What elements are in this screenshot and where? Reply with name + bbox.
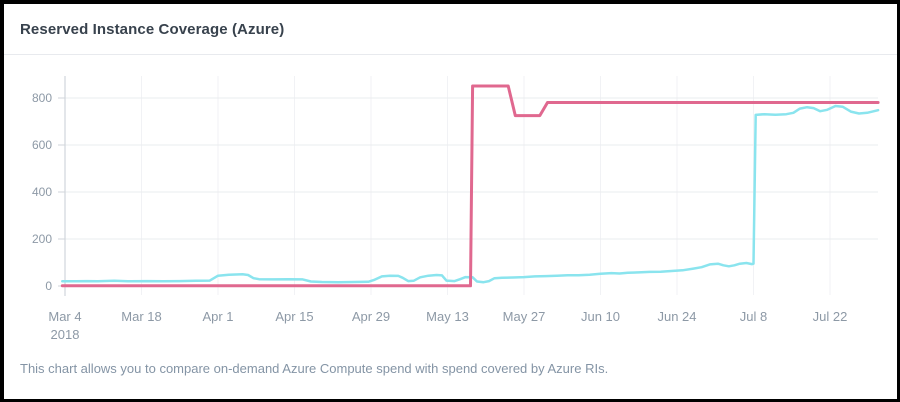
x-axis-tick-label: Jun 10 [581, 309, 620, 324]
y-axis-tick-label: 200 [32, 232, 52, 246]
x-axis-tick-label: Jul 22 [813, 309, 848, 324]
x-axis-tick-label: Apr 15 [275, 309, 313, 324]
y-axis-tick-label: 600 [32, 138, 52, 152]
x-axis-tick-label: May 27 [503, 309, 546, 324]
x-axis-tick-label: Apr 29 [352, 309, 390, 324]
x-axis-tick-label: Jul 8 [740, 309, 767, 324]
x-axis-tick-label: Mar 4 [48, 309, 81, 324]
y-axis-tick-label: 0 [45, 279, 52, 293]
x-axis-year-label: 2018 [51, 327, 80, 342]
x-axis-tick-label: Mar 18 [121, 309, 161, 324]
ri-coverage-line-chart: Mar 4 2018 Mar 18 Apr 1 Apr 15 Apr 29 May 13 Ma… [32, 76, 880, 342]
card-header: Reserved Instance Coverage (Azure) [4, 4, 897, 55]
x-axis-tick-label: May 13 [426, 309, 469, 324]
chart-description: This chart allows you to compare on-dema… [20, 361, 609, 376]
pink-line [60, 84, 880, 288]
x-axis-tick-label: Jun 24 [657, 309, 696, 324]
chart-title: Reserved Instance Coverage (Azure) [20, 20, 285, 38]
chart-area: Mar 4 2018 Mar 18 Apr 1 Apr 15 Apr 29 May 13 Ma… [4, 55, 897, 349]
cyan-line [61, 104, 880, 284]
y-axis-tick-label: 400 [32, 185, 52, 199]
x-axis-tick-label: Apr 1 [202, 309, 233, 324]
y-axis-tick-label: 800 [32, 91, 52, 105]
